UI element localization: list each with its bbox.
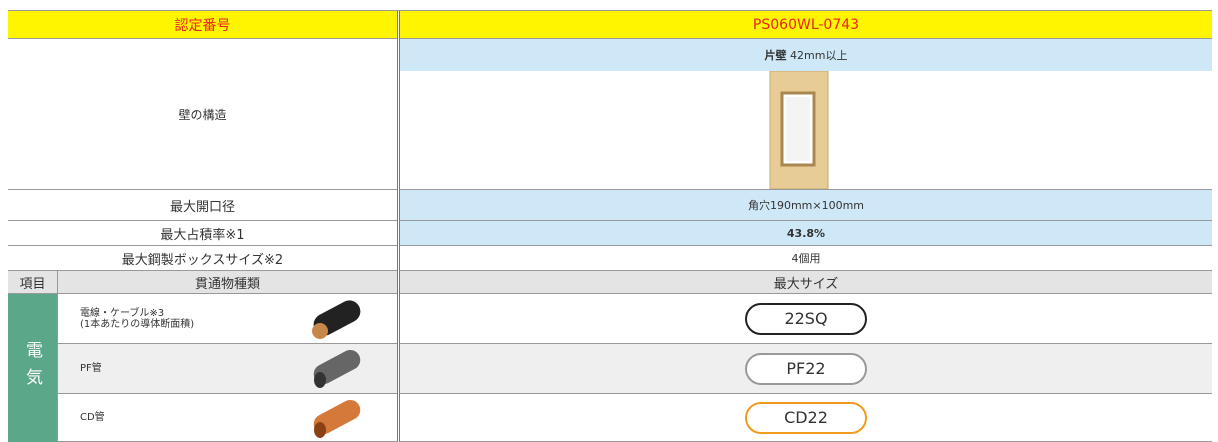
item-size-cell: 22SQ [400,294,1212,344]
item-text: CD管 [80,412,105,423]
item-name: PF管 [80,363,102,374]
wall-cell: 片壁 42mm以上 [400,39,1212,190]
item-name-cell: CD管 [57,394,397,442]
col-head: 貫通物種類 [57,271,397,294]
item-name: CD管 [80,412,105,423]
wall-image [769,70,829,190]
spec-value: 43.8% [400,221,1212,246]
item-size: 22SQ [745,302,867,335]
col-head: 項目 [8,271,57,294]
item-size-cell: CD22 [400,394,1212,442]
spec-label: 最大開口径 [8,190,397,221]
item-name-cell: PF管 [57,344,397,394]
wall-thickness: 42mm以上 [790,49,848,62]
table: 認定番号 PS060WL-0743 壁の構造 片壁 42mm以上 項目 貫通物種… [8,10,1212,442]
header-value: PS060WL-0743 [400,11,1212,39]
item-size-cell: PF22 [400,344,1212,394]
wall-type: 片壁 [764,49,787,62]
divider [397,11,400,442]
item-text: 電線・ケーブル※3 (1本あたりの導体断面積) [80,308,194,330]
header-label: 認定番号 [8,11,397,39]
item-text: PF管 [80,363,102,374]
item-icon [313,399,361,438]
wall-label: 壁の構造 [8,39,397,190]
item-icon [312,300,361,339]
item-size: PF22 [745,352,867,385]
wall-caption: 片壁 42mm以上 [400,39,1212,71]
item-name-cell: 電線・ケーブル※3 (1本あたりの導体断面積) [57,294,397,344]
item-note: (1本あたりの導体断面積) [80,318,195,330]
category: 電気 [8,294,57,442]
spec-value: 4個用 [400,246,1212,271]
item-size: CD22 [745,401,867,434]
spec-value: 角穴190mm×100mm [400,190,1212,221]
item-name: 電線・ケーブル※3 [80,307,165,319]
item-icon [313,349,361,388]
spec-label: 最大占積率※1 [8,221,397,246]
spec-label: 最大鋼製ボックスサイズ※2 [8,246,397,271]
col-head: 最大サイズ [400,271,1212,294]
